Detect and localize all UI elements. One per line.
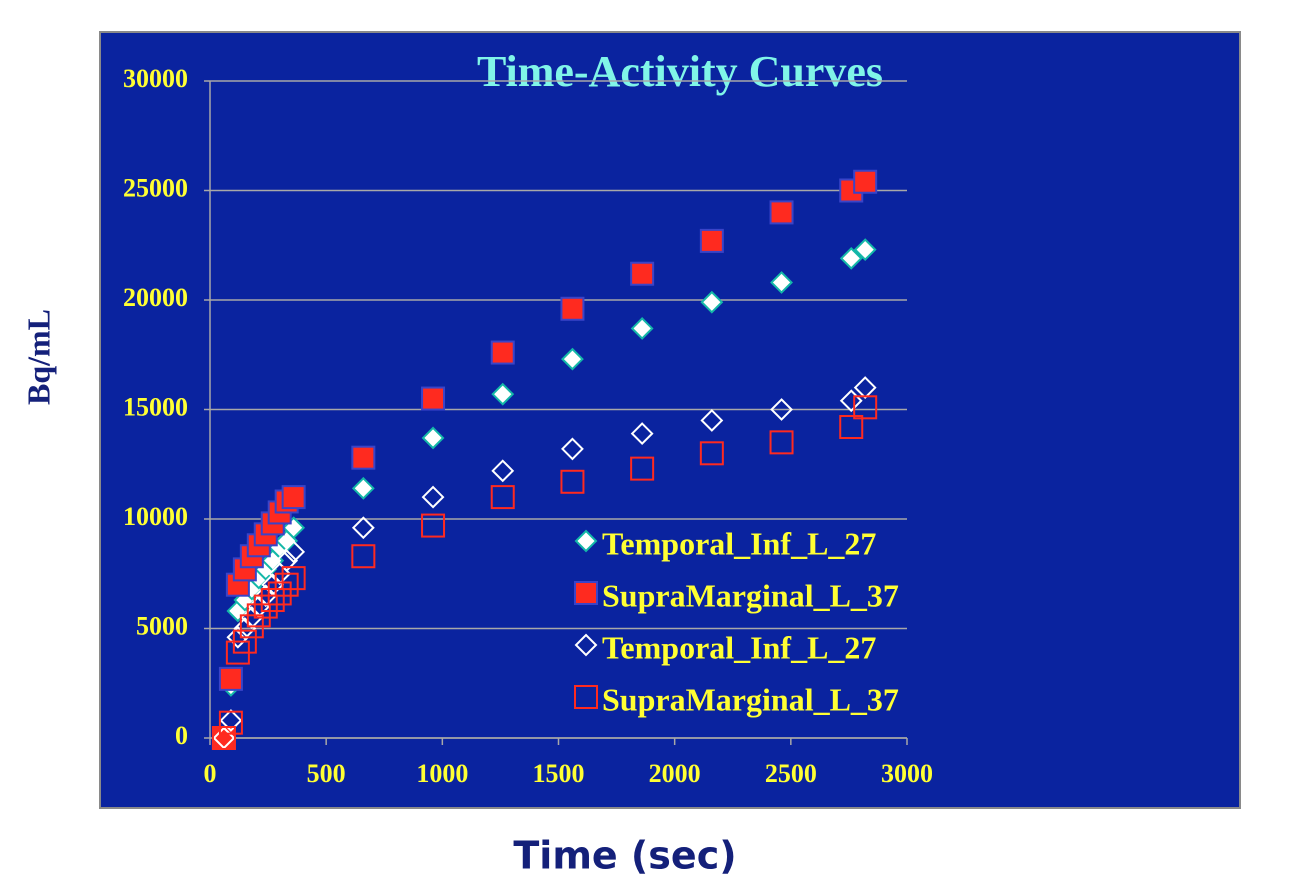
diamond-marker: [254, 584, 278, 608]
legend-label: Temporal_Inf_L_27: [602, 629, 876, 665]
legend-marker: [574, 581, 598, 605]
square-marker: [769, 430, 794, 455]
legend-label: SupraMarginal_L_37: [602, 577, 899, 613]
chart-title: Time-Activity Curves: [477, 47, 883, 96]
x-axis-title: Time (sec): [513, 834, 736, 878]
square-marker: [421, 513, 446, 538]
legend-label: Temporal_Inf_L_27: [602, 525, 876, 561]
diamond-marker: [491, 459, 515, 483]
diamond-marker: [630, 317, 654, 340]
diamond-marker: [421, 485, 445, 509]
x-tick-label: 1000: [416, 759, 468, 788]
y-tick-label: 25000: [123, 173, 188, 202]
square-marker: [421, 386, 446, 411]
diamond-marker: [839, 389, 863, 413]
y-axis-title: Bq/mL: [20, 309, 56, 405]
square-marker: [769, 200, 794, 225]
square-marker: [260, 588, 285, 613]
square-marker: [253, 594, 278, 619]
diamond-marker: [853, 376, 877, 400]
diamond-marker: [219, 709, 243, 732]
y-tick-label: 10000: [123, 502, 188, 531]
square-marker: [490, 340, 515, 365]
square-marker: [839, 415, 864, 440]
square-marker: [853, 395, 878, 420]
y-tick-label: 20000: [123, 283, 188, 312]
diamond-marker: [226, 625, 250, 649]
square-marker: [630, 261, 655, 286]
diamond-marker: [700, 290, 724, 314]
diamond-marker: [561, 347, 584, 371]
legend-marker: [574, 633, 598, 657]
square-marker: [274, 572, 299, 597]
square-marker: [853, 169, 878, 194]
square-marker: [246, 603, 271, 628]
diamond-marker: [233, 617, 257, 640]
square-marker: [560, 469, 585, 494]
diamond-marker: [770, 271, 793, 294]
diamond-marker: [839, 246, 863, 270]
square-marker: [560, 296, 585, 321]
square-marker: [281, 485, 306, 510]
diamond-marker: [561, 437, 584, 461]
x-tick-label: 2000: [649, 759, 701, 788]
x-tick-label: 0: [204, 759, 217, 788]
x-tick-label: 3000: [881, 759, 933, 788]
square-marker: [218, 666, 243, 691]
square-marker: [267, 581, 292, 606]
diamond-marker: [770, 398, 793, 421]
diamond-marker: [275, 549, 299, 573]
plot-background: [99, 31, 1241, 809]
diamond-marker: [351, 516, 375, 540]
diamond-marker: [491, 382, 515, 406]
square-marker: [490, 485, 515, 510]
diamond-marker: [421, 426, 445, 450]
x-tick-label: 500: [307, 759, 346, 788]
y-tick-label: 5000: [136, 611, 188, 640]
square-marker: [281, 566, 306, 591]
square-marker: [218, 710, 243, 735]
square-marker: [232, 629, 257, 654]
diamond-marker: [282, 540, 306, 564]
legend-label: SupraMarginal_L_37: [602, 681, 899, 717]
legend-marker: [574, 529, 598, 553]
y-tick-label: 30000: [123, 64, 188, 93]
y-tick-label: 15000: [123, 392, 188, 421]
square-marker: [351, 544, 376, 569]
y-tick-label: 0: [175, 721, 188, 750]
legend-marker: [574, 685, 598, 709]
x-tick-label: 2500: [765, 759, 817, 788]
square-marker: [699, 441, 724, 466]
square-marker: [351, 445, 376, 470]
diamond-marker: [853, 238, 877, 262]
diamond-marker: [351, 476, 375, 500]
square-marker: [630, 456, 655, 481]
diamond-marker: [630, 422, 654, 446]
square-marker: [699, 228, 724, 253]
x-tick-label: 1500: [533, 759, 585, 788]
square-marker: [211, 726, 236, 750]
diamond-marker: [700, 409, 724, 432]
diamond-marker: [240, 606, 264, 629]
